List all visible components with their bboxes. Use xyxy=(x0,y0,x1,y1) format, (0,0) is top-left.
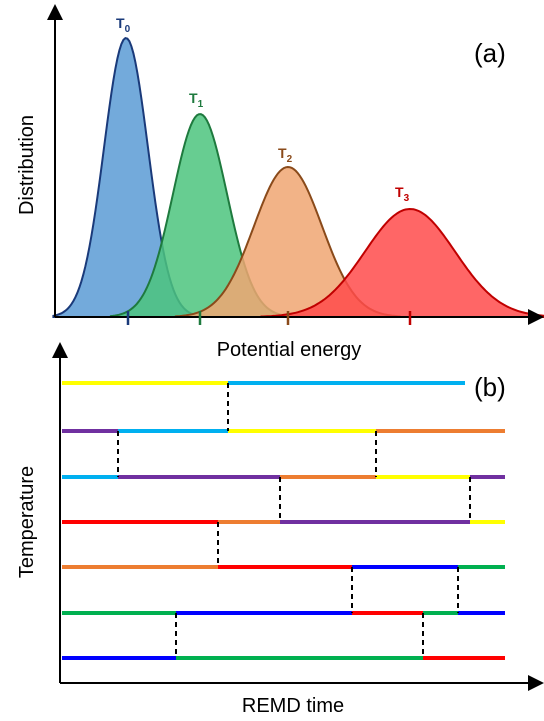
panel-a: T0 T1 T2 T3 (a) Distribution Potential e… xyxy=(16,4,544,361)
panel-a-y-label: Distribution xyxy=(16,115,38,215)
label-t1: T1 xyxy=(189,90,204,110)
panel-a-tag: (a) xyxy=(474,38,506,68)
panel-a-x-label: Potential energy xyxy=(217,339,362,361)
panel-b: (b) Temperature REMD time xyxy=(16,342,544,717)
replica-trajectories xyxy=(62,381,505,660)
panel-b-x-label: REMD time xyxy=(242,695,344,717)
panel-b-tag: (b) xyxy=(474,372,506,402)
label-t0: T0 xyxy=(116,15,131,35)
distribution-curve-3 xyxy=(260,207,544,318)
distribution-curves xyxy=(52,37,544,318)
label-t2: T2 xyxy=(278,145,293,165)
panel-b-y-label: Temperature xyxy=(16,466,38,578)
label-t3: T3 xyxy=(395,184,410,204)
